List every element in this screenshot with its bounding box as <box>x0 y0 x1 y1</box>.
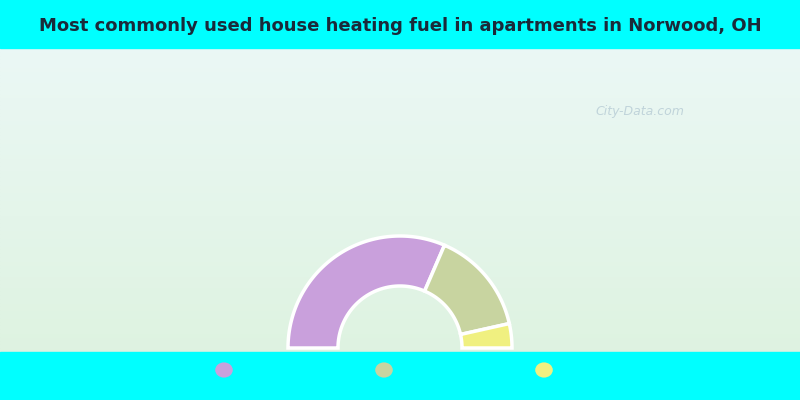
Bar <box>0 124 800 128</box>
Bar <box>0 63 800 67</box>
Bar <box>0 314 800 318</box>
Bar <box>0 337 800 341</box>
Bar <box>0 196 800 200</box>
Bar <box>0 246 800 250</box>
Ellipse shape <box>375 362 393 378</box>
Bar <box>0 109 800 112</box>
Bar <box>0 329 800 333</box>
Bar <box>0 200 800 204</box>
Bar <box>0 291 800 295</box>
Bar <box>0 48 800 52</box>
Bar <box>0 143 800 147</box>
Bar <box>0 230 800 234</box>
Bar <box>0 284 800 287</box>
Bar <box>0 113 800 116</box>
Bar <box>0 261 800 265</box>
Bar <box>0 166 800 170</box>
Bar <box>0 234 800 238</box>
Bar <box>0 272 800 276</box>
Bar <box>0 136 800 139</box>
Bar <box>0 170 800 174</box>
Bar <box>0 177 800 181</box>
Bar <box>0 333 800 337</box>
Bar <box>0 86 800 90</box>
Bar <box>0 98 800 101</box>
Bar <box>0 302 800 306</box>
Bar <box>0 219 800 223</box>
Bar <box>0 181 800 185</box>
Polygon shape <box>288 236 445 348</box>
Bar <box>0 276 800 280</box>
Bar <box>0 0 800 48</box>
Bar <box>0 322 800 326</box>
Bar <box>0 280 800 284</box>
Bar <box>0 192 800 196</box>
Bar <box>0 268 800 272</box>
Bar <box>0 162 800 166</box>
Bar <box>0 139 800 143</box>
Bar <box>0 90 800 94</box>
Bar <box>0 340 800 344</box>
Bar <box>0 94 800 97</box>
Bar <box>0 174 800 177</box>
Bar <box>0 67 800 71</box>
Polygon shape <box>461 324 512 348</box>
Bar <box>0 132 800 135</box>
Bar <box>0 250 800 253</box>
Bar <box>0 105 800 109</box>
Bar <box>0 52 800 56</box>
Bar <box>0 71 800 74</box>
Bar <box>0 74 800 78</box>
Bar <box>0 265 800 268</box>
Bar <box>0 48 800 352</box>
Bar <box>0 310 800 314</box>
Bar <box>0 128 800 132</box>
Bar <box>0 116 800 120</box>
Bar <box>0 326 800 329</box>
Ellipse shape <box>215 362 233 378</box>
Bar <box>0 257 800 261</box>
Ellipse shape <box>535 362 553 378</box>
Bar <box>0 101 800 105</box>
Bar <box>0 211 800 215</box>
Text: Most commonly used house heating fuel in apartments in Norwood, OH: Most commonly used house heating fuel in… <box>38 17 762 35</box>
Bar <box>0 223 800 226</box>
Bar <box>0 215 800 219</box>
Bar <box>0 150 800 154</box>
Bar <box>0 204 800 208</box>
Text: City-Data.com: City-Data.com <box>595 106 685 118</box>
Text: Other: Other <box>556 363 595 377</box>
Bar <box>0 299 800 302</box>
Bar <box>0 238 800 242</box>
Bar <box>0 242 800 246</box>
Bar <box>0 158 800 162</box>
Bar <box>0 185 800 189</box>
Bar <box>0 120 800 124</box>
Bar <box>0 82 800 86</box>
Bar <box>0 306 800 310</box>
Text: Utility gas: Utility gas <box>236 363 306 377</box>
Bar <box>0 60 800 63</box>
Bar <box>0 208 800 211</box>
Bar <box>0 295 800 299</box>
Bar <box>0 352 800 400</box>
Bar <box>0 344 800 348</box>
Text: Electricity: Electricity <box>396 363 465 377</box>
Bar <box>0 56 800 59</box>
Bar <box>0 78 800 82</box>
Polygon shape <box>425 245 510 334</box>
Bar <box>0 189 800 192</box>
Bar <box>0 154 800 158</box>
Bar <box>0 253 800 257</box>
Bar <box>0 348 800 352</box>
Bar <box>0 226 800 230</box>
Bar <box>0 147 800 151</box>
Bar <box>0 287 800 291</box>
Bar <box>0 318 800 322</box>
